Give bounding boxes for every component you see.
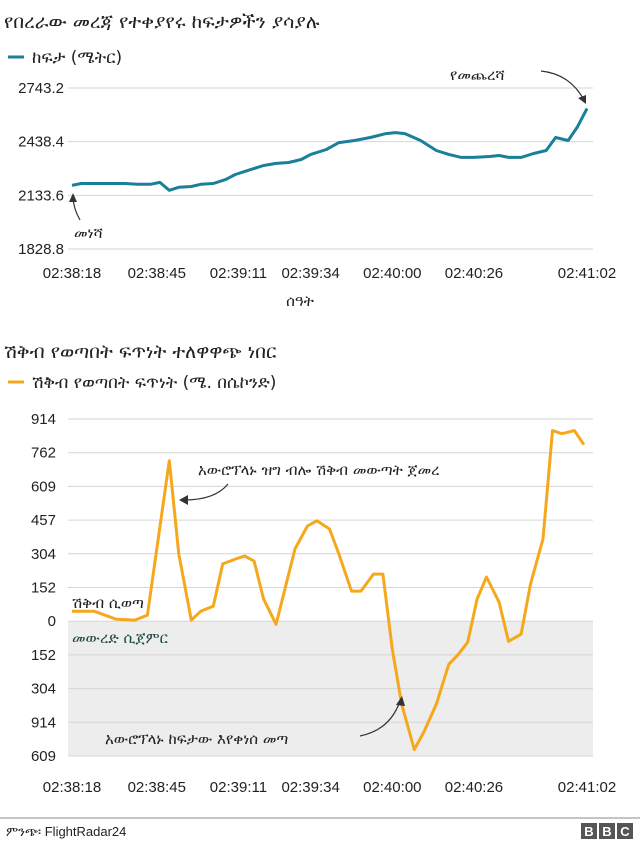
chart1-title: የበረራው መረጃ የተቀያየሩ ከፍታዎችን ያሳያሉ [4,11,320,33]
x-tick-label: 02:41:02 [558,265,616,282]
y-tick-label: 2743.2 [18,80,64,97]
y-tick-label: 762 [31,445,56,462]
annotation-end-arrow [540,70,585,101]
chart1-legend-label: ከፍታ (ሜትር) [32,48,122,68]
annotation-climb-arrow [183,483,229,501]
vertical-speed-chart: 914 762 609 457 304 152 0 152 304 914 609 02:38:18 0… [31,411,616,796]
y-tick-label: 304 [31,681,56,698]
y-tick-label: 2438.4 [18,134,64,151]
y-tick-label: 152 [31,580,56,597]
x-tick-label: 02:38:45 [128,265,186,282]
x-tick-label: 02:41:02 [558,779,616,796]
x-tick-label: 02:39:34 [281,779,339,796]
x-tick-label: 02:39:34 [281,265,339,282]
chart2-title: ሽቅብ የወጣበት ፍጥነት ተለዋዋጭ ነበር [4,341,277,363]
chart1-xlabel: ሰዓት [286,292,314,310]
y-tick-label: 914 [31,411,56,428]
svg-text:B: B [602,824,611,839]
y-tick-label: 304 [31,546,56,563]
x-tick-label: 02:39:11 [210,779,267,796]
svg-text:C: C [620,824,630,839]
series-line [71,107,589,192]
y-tick-label: 914 [31,714,56,731]
y-tick-label: 0 [48,613,56,630]
source-text: ምንጭ፡ FlightRadar24 [6,824,126,839]
series-line [72,429,586,751]
bbc-logo: B B C [581,823,633,839]
annotation-descending: መውረድ ሲጀምር [72,629,169,647]
y-tick-label: 457 [31,512,56,529]
svg-text:B: B [584,824,593,839]
y-tick-label: 152 [31,647,56,664]
x-tick-label: 02:39:11 [210,265,267,282]
altitude-chart: 2743.2 2438.4 2133.6 1828.8 02:38:18 02:38:45… [18,80,616,282]
chart2-legend-label: ሽቅብ የወጣበት ፍጥነት (ሜ. በሴኮንድ) [32,373,276,393]
x-tick-label: 02:38:18 [43,265,101,282]
x-tick-label: 02:38:45 [128,779,186,796]
arrowhead-icon [179,495,188,505]
x-tick-label: 02:40:00 [363,779,421,796]
x-tick-label: 02:40:26 [445,265,503,282]
annotation-ascending: ሽቅብ ሲወጣ [72,594,144,612]
y-tick-label: 1828.8 [18,241,64,258]
y-tick-label: 609 [31,478,56,495]
x-tick-label: 02:40:00 [363,265,421,282]
arrowhead-icon [396,696,405,706]
y-tick-label: 609 [31,748,56,765]
annotation-start: መነሻ [74,224,104,242]
x-tick-label: 02:40:26 [445,779,503,796]
annotation-climb-start: አውሮፕላኑ ዝግ ብሎ ሽቅብ መውጣት ጀመረ [198,461,440,479]
arrowhead-icon [578,95,586,104]
annotation-losing-altitude: አውሮፕላኑ ከፍታው እየቀነሰ መጣ [105,730,288,748]
y-tick-label: 2133.6 [18,187,64,204]
x-tick-label: 02:38:18 [43,779,101,796]
arrowhead-icon [69,193,77,202]
annotation-losing-arrow [359,700,401,737]
annotation-end: የመጨረሻ [450,66,505,84]
